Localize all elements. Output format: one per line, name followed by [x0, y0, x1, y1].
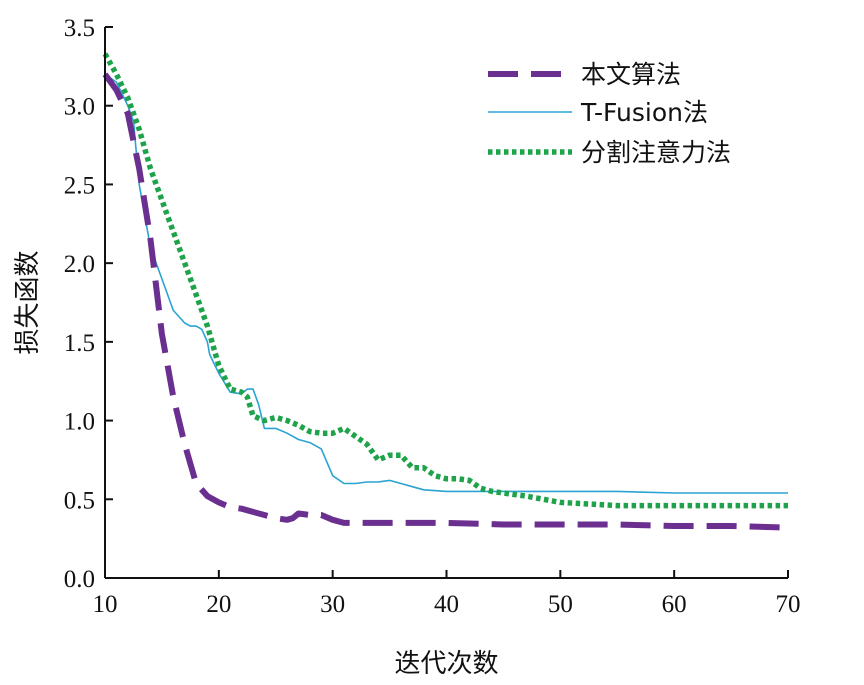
y-tick-label: 2.5	[64, 172, 95, 199]
y-ticks: 0.0 0.5 1.0 1.5 2.0 2.5 3.0 3.5	[64, 15, 113, 593]
series-layer	[102, 52, 789, 531]
legend-label-2: T-Fusion法	[580, 98, 708, 127]
y-tick-label: 0.0	[64, 566, 95, 593]
y-tick-label: 1.5	[64, 330, 95, 357]
x-tick-label: 70	[776, 591, 801, 618]
y-tick-label: 3.0	[64, 94, 95, 121]
x-tick-label: 30	[320, 591, 345, 618]
series-line-2	[104, 73, 788, 494]
x-tick-label: 40	[434, 591, 459, 618]
y-tick-label: 2.0	[64, 251, 95, 278]
series-line-1	[102, 72, 789, 531]
legend-label-3: 分割注意力法	[581, 138, 731, 167]
x-ticks: 10 20 30 40 50 60 70	[93, 570, 801, 618]
x-tick-label: 20	[206, 591, 231, 618]
y-tick-label: 0.5	[64, 487, 95, 514]
x-axis-title: 迭代次数	[394, 649, 498, 679]
x-tick-label: 60	[662, 591, 687, 618]
y-tick-label: 1.0	[64, 409, 95, 436]
y-tick-label: 3.5	[64, 15, 95, 42]
series-line-3	[102, 52, 788, 509]
x-tick-label: 50	[548, 591, 573, 618]
x-tick-label: 10	[93, 591, 118, 618]
y-axis-title: 损失函数	[13, 250, 43, 354]
legend-label-1: 本文算法	[581, 60, 681, 89]
